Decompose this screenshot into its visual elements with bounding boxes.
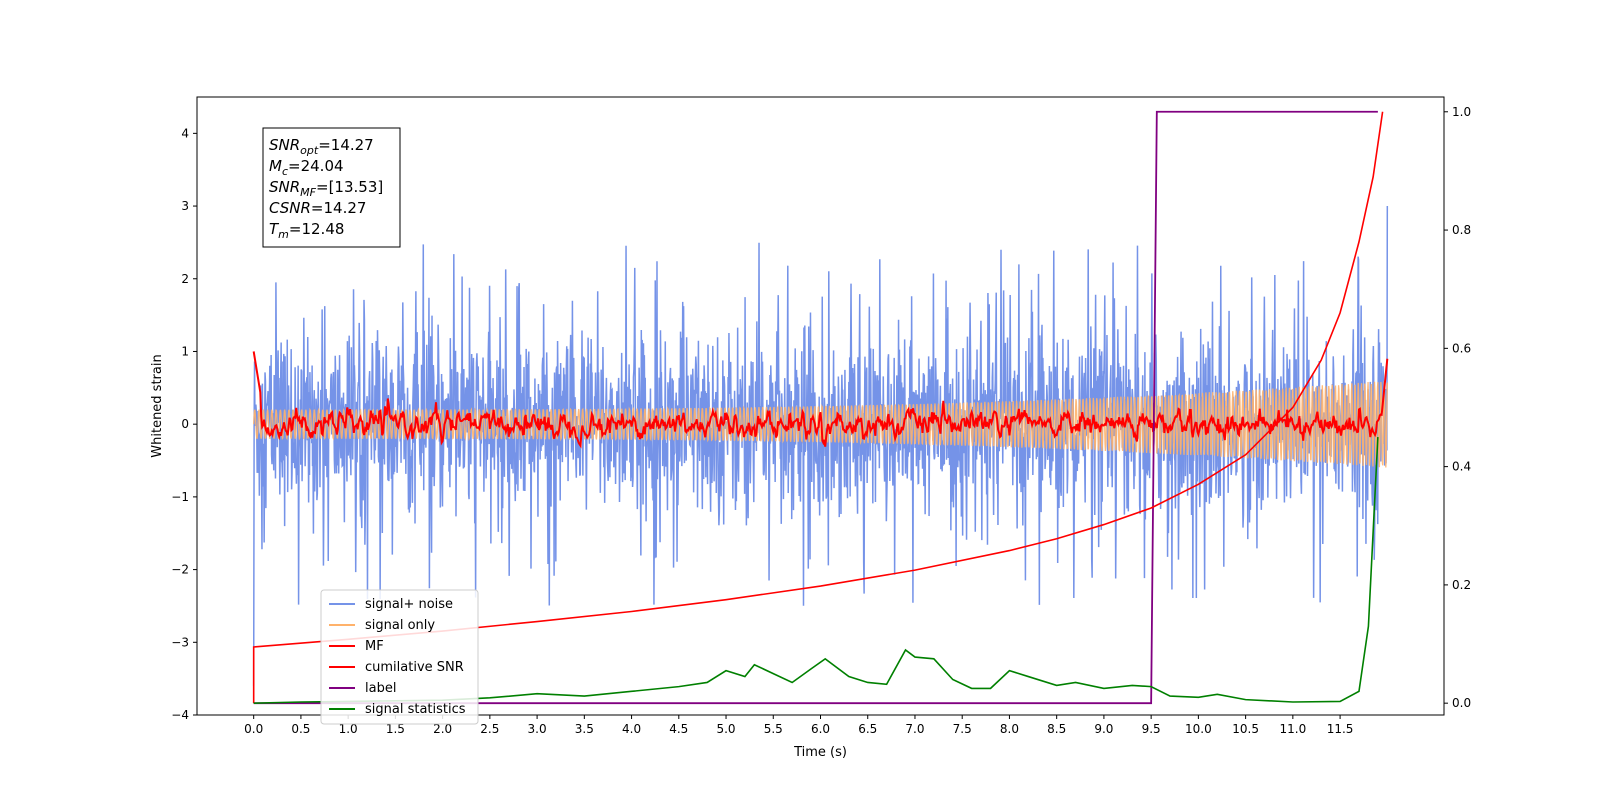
x-tick-label: 11.0 <box>1279 722 1306 736</box>
y-axis-label: Whitened strain <box>150 354 165 457</box>
x-tick-label: 2.5 <box>480 722 499 736</box>
legend-frame <box>320 589 479 725</box>
y-axis-left: −4 −3 −2 −1 0 1 2 3 4 <box>171 126 197 722</box>
y2-tick-label: 0.6 <box>1452 341 1471 355</box>
annotation-line: CSNR=14.27 <box>269 199 366 217</box>
y-tick-label: −2 <box>171 563 189 577</box>
annotation-symbol: SNR <box>269 136 300 154</box>
y2-tick-label: 0.8 <box>1452 223 1471 237</box>
plot-data <box>252 110 1389 705</box>
x-tick-label: 11.5 <box>1327 722 1354 736</box>
annotation-line: SNRopt=14.27 <box>269 136 374 157</box>
annotation-subscript: c <box>282 165 288 178</box>
series-signal-statistics <box>253 437 1379 704</box>
legend-label: signal only <box>365 618 435 633</box>
x-tick-label: 3.5 <box>575 722 594 736</box>
x-tick-label: 2.0 <box>433 722 452 736</box>
y-tick-label: −3 <box>171 635 189 649</box>
annotation-value: =12.48 <box>289 220 345 238</box>
x-tick-label: 4.0 <box>622 722 641 736</box>
series-label <box>253 110 1378 705</box>
legend: signal+ noise signal only MF cumilative SNR… <box>320 589 479 725</box>
x-tick-label: 1.0 <box>339 722 358 736</box>
x-tick-label: 8.5 <box>1047 722 1066 736</box>
y-tick-label: −1 <box>171 490 189 504</box>
x-tick-label: 4.5 <box>669 722 688 736</box>
x-axis-label: Time (s) <box>793 745 847 760</box>
legend-label: signal+ noise <box>365 597 453 612</box>
y-axis-right: 0.0 0.2 0.4 0.6 0.8 1.0 <box>1444 105 1471 710</box>
annotation-symbol: CSNR <box>269 199 311 217</box>
annotation-value: =14.27 <box>311 199 367 217</box>
annotation-subscript: m <box>278 228 289 241</box>
annotation-frame <box>262 127 401 248</box>
x-tick-label: 8.0 <box>1000 722 1019 736</box>
y-tick-label: 4 <box>181 126 189 140</box>
series-mf <box>252 351 1389 449</box>
y-tick-label: 0 <box>181 417 189 431</box>
snr-annotation-box: SNRopt=14.27Mc=24.04SNRMF=[13.53]CSNR=14… <box>262 127 401 248</box>
legend-label: cumilative SNR <box>365 660 464 675</box>
y-tick-label: 1 <box>181 344 189 358</box>
y-tick-label: 3 <box>181 199 189 213</box>
x-tick-label: 6.0 <box>811 722 830 736</box>
annotation-symbol: T <box>269 220 280 238</box>
legend-label: signal statistics <box>365 702 466 717</box>
series-signal-only <box>253 380 1388 468</box>
x-tick-label: 7.0 <box>905 722 924 736</box>
legend-label: MF <box>365 639 384 654</box>
y2-tick-label: 0.4 <box>1452 460 1471 474</box>
x-tick-label: 0.5 <box>291 722 310 736</box>
x-tick-label: 6.5 <box>858 722 877 736</box>
annotation-subscript: opt <box>300 144 319 157</box>
y2-tick-label: 0.0 <box>1452 696 1471 710</box>
x-tick-label: 7.5 <box>953 722 972 736</box>
annotation-line: Mc=24.04 <box>269 157 344 178</box>
y2-tick-label: 0.2 <box>1452 578 1471 592</box>
y-tick-label: −4 <box>171 708 189 722</box>
x-tick-label: 1.5 <box>386 722 405 736</box>
x-axis: 0.0 0.5 1.0 1.5 2.0 2.5 3.0 3.5 4.0 4.5 5.0 5.5 6.0 6… <box>244 715 1353 736</box>
annotation-value: =14.27 <box>318 136 374 154</box>
x-tick-label: 9.0 <box>1094 722 1113 736</box>
y2-tick-label: 1.0 <box>1452 105 1471 119</box>
y-tick-label: 2 <box>181 272 189 286</box>
annotation-symbol: SNR <box>269 178 300 196</box>
x-tick-label: 9.5 <box>1142 722 1161 736</box>
x-tick-label: 5.0 <box>716 722 735 736</box>
annotation-line: SNRMF=[13.53] <box>269 178 383 199</box>
annotation-value: =[13.53] <box>316 178 383 196</box>
annotation-value: =24.04 <box>288 157 344 175</box>
x-tick-label: 3.0 <box>528 722 547 736</box>
annotation-subscript: MF <box>300 186 316 199</box>
x-tick-label: 0.0 <box>244 722 263 736</box>
x-tick-label: 10.5 <box>1232 722 1259 736</box>
x-tick-label: 5.5 <box>764 722 783 736</box>
x-tick-label: 10.0 <box>1185 722 1212 736</box>
annotation-line: Tm=12.48 <box>269 220 344 241</box>
annotation-symbol: M <box>269 157 282 175</box>
legend-label: label <box>365 681 396 696</box>
